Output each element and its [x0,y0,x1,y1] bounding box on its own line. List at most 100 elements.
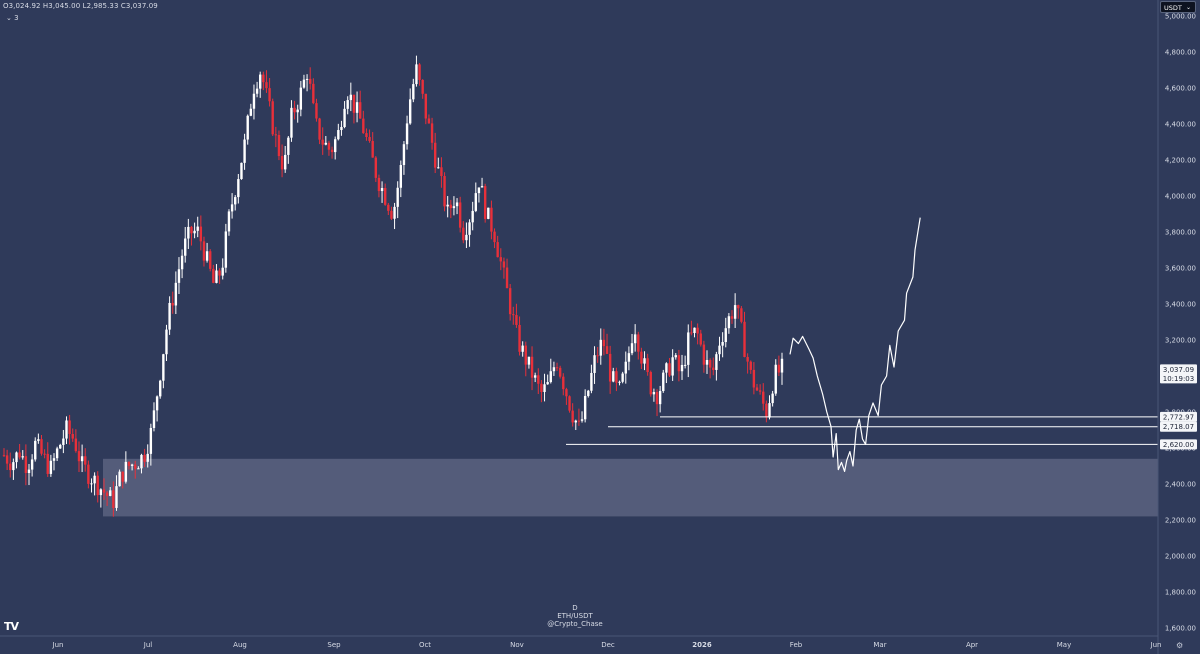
candle-body [65,420,68,439]
candle-body [652,392,656,395]
candle-body [327,142,331,150]
candle-body [284,154,287,170]
candle-body [505,267,509,289]
candle-body [93,475,96,484]
candle-body [268,88,271,102]
candle-body [446,204,449,207]
current-price-label: 3,037.09 [1163,366,1194,374]
candle-body [9,463,12,471]
candle-body [615,371,618,383]
candle-body [99,489,103,496]
candle-body [690,332,693,334]
candle-body [355,102,359,113]
candle-body [212,268,215,283]
candle-body [227,211,231,232]
candle-body [118,471,121,487]
candle-body [124,461,128,482]
candle-body [662,372,665,392]
candle-body [708,360,712,368]
candle-body [518,324,521,352]
candle-body [30,459,34,470]
candle-body [452,206,456,209]
projection-path [789,217,921,472]
candle-body [480,186,484,188]
time-tick-label: Jun [52,641,64,649]
candle-body [583,395,587,420]
candle-body [605,346,609,354]
time-tick-label: Apr [966,641,978,649]
level-tag [1160,411,1197,422]
candle-body [724,328,727,343]
candle-body [568,396,571,411]
candle-body [418,64,421,80]
candle-body [318,118,321,140]
candle-body [430,123,434,143]
gear-icon[interactable]: ⚙ [1176,641,1184,650]
candle-body [333,139,337,153]
candle-body [721,342,724,346]
candle-body [574,420,577,423]
candle-body [455,202,459,207]
candle-body [630,343,634,354]
ohlc-readout: O3,024.92 H3,045.00 L2,985.33 C3,037.09 [3,2,158,10]
candle-body [462,227,465,241]
candle-body [184,238,187,256]
candle-body [458,202,462,228]
candle-body [733,305,737,319]
candle-body [393,206,396,219]
demand-zone [103,458,1158,517]
candle-body [152,410,156,428]
time-tick-label: Dec [601,641,615,649]
candle-body [637,334,640,352]
candle-body [174,282,178,306]
candle-body [15,452,18,463]
candle-body [177,269,181,283]
candle-body [171,302,174,306]
price-tick-label: 4,000.00 [1165,193,1196,201]
candle-body [312,83,315,104]
candle-body [749,361,752,370]
candle-body [546,382,549,385]
candle-body [543,384,546,392]
candle-body [74,438,78,452]
candle-body [143,454,146,462]
candle-body [712,367,715,370]
candle-body [90,483,93,485]
candle-body [62,438,65,445]
candle-body [383,187,387,205]
candle-body [271,101,274,135]
candle-body [402,144,406,166]
candle-body [421,79,424,94]
candle-body [427,118,431,124]
candle-body [537,375,540,384]
tradingview-logo[interactable]: TV [4,620,19,633]
candle-body [687,332,690,365]
candle-body [533,375,537,378]
time-tick-label: Jul [143,641,153,649]
candle-body [780,358,784,373]
price-tick-label: 1,800.00 [1165,589,1196,597]
candle-body [112,490,115,508]
candle-body [696,327,699,334]
indicators-toggle[interactable]: ⌄ 3 [6,14,19,22]
candle-body [343,108,346,127]
candle-body [521,345,524,352]
author-label: @Crypto_Chase [547,620,603,628]
candle-body [274,134,278,136]
candle-body [580,419,584,421]
candle-body [165,329,168,355]
indicator-count: 3 [14,14,19,22]
chevron-down-icon: ⌄ [1185,4,1191,11]
candle-body [693,327,696,333]
candle-body [40,439,43,454]
currency-selector[interactable]: USDT ⌄ [1160,1,1196,13]
candle-body [702,344,706,365]
price-tick-label: 2,200.00 [1165,517,1196,525]
candle-body [234,197,237,205]
candle-body [374,157,378,178]
candle-body [424,93,428,119]
candle-body [371,140,374,158]
candle-body [193,230,196,234]
candle-body [352,94,356,113]
